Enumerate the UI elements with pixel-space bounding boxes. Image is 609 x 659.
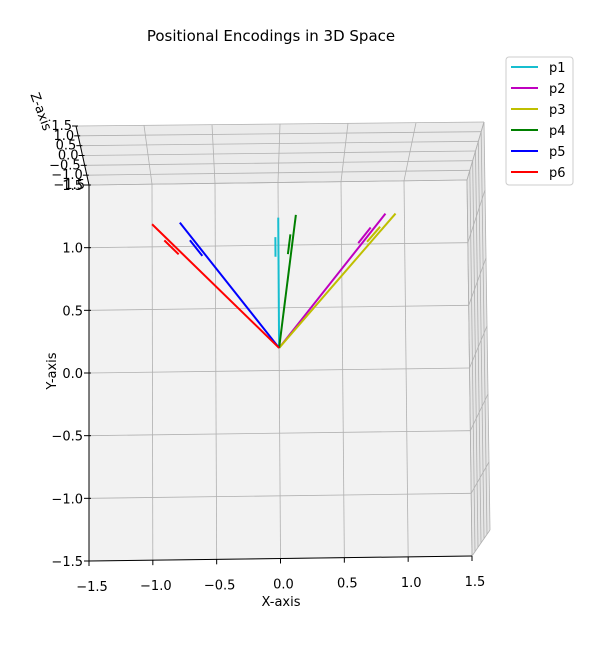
grid-line-z [82, 150, 476, 156]
legend-entry: p1 [511, 61, 566, 76]
x-axis-label: X-axis [262, 595, 301, 610]
y-tick-label: 1.5 [62, 179, 83, 194]
y-tick-label: 1.0 [62, 242, 83, 257]
y-axis-label: Y-axis [45, 352, 60, 390]
series-vector-p5 [179, 222, 280, 349]
legend-entry: p5 [511, 145, 566, 160]
grid-line-z [75, 121, 485, 127]
legend-label: p4 [549, 124, 566, 139]
series-vector-p2 [278, 213, 387, 349]
series-group [151, 212, 397, 349]
x-tick-label: −1.0 [140, 579, 172, 594]
z-tick-label: −1.5 [53, 178, 85, 193]
grid-line-z-right [480, 131, 488, 535]
legend-entry: p2 [511, 82, 566, 97]
y-tick-label: −1.5 [51, 555, 83, 570]
arrowhead [357, 226, 372, 244]
y-tick-label: −1.0 [51, 492, 83, 507]
vector-line [278, 212, 397, 349]
x-tick-label: 1.5 [465, 575, 486, 590]
z-axis-label: Z-axis [26, 91, 54, 133]
series-vector-p3 [278, 212, 397, 349]
grid-line-z-right [472, 160, 479, 548]
legend: p1 p2 p3 p4 p5 p6 [505, 56, 574, 186]
y-tick-label: 0.0 [62, 367, 83, 382]
grid-line-z [78, 131, 482, 137]
vector-line [278, 213, 387, 349]
arrowhead [366, 226, 381, 243]
arrowhead [163, 239, 180, 256]
z-tick-label: 1.5 [51, 119, 72, 134]
legend-label: p3 [549, 103, 566, 118]
chart-title: Positional Encodings in 3D Space [147, 27, 395, 45]
series-vector-p4 [278, 214, 297, 349]
legend-entry: p4 [511, 124, 566, 139]
grid-line-z [80, 140, 479, 147]
grid-line-y [88, 367, 470, 374]
grid-line-y [88, 492, 472, 499]
grid-line-z-right [466, 179, 473, 557]
series-vector-p1 [274, 217, 281, 348]
arrowhead [286, 234, 292, 255]
grid-line-z-right [469, 170, 476, 552]
grid-line-y [88, 430, 471, 437]
z-tick-label: 1.0 [53, 129, 74, 144]
x-tick-label: 1.0 [401, 576, 422, 591]
vector-line [179, 222, 280, 349]
z-tick-label: −0.5 [49, 158, 81, 173]
tick-labels: −1.5 −1.0 −0.5 0.0 0.5 1.0 1.5−1.5−1.0−0.50.00… [49, 119, 485, 595]
y-tick-label: −0.5 [51, 430, 83, 445]
legend-label: p5 [549, 145, 566, 160]
vector-line [151, 223, 280, 349]
vector-line [278, 214, 297, 349]
z-tick-label: 0.0 [58, 149, 79, 164]
legend-entry: p6 [511, 166, 566, 181]
z-tick-label: 0.5 [56, 139, 77, 154]
legend-entry: p3 [511, 103, 566, 118]
series-vector-p6 [151, 223, 280, 349]
arrowhead [189, 239, 204, 257]
axis-lines [72, 125, 473, 566]
y-tick-label: 0.5 [62, 304, 83, 319]
z-tick-label: −1.0 [51, 168, 83, 183]
legend-label: p2 [549, 82, 566, 97]
legend-label: p6 [549, 166, 566, 181]
grid-line-z-right [475, 150, 482, 544]
x-tick-label: −1.5 [76, 580, 108, 595]
x-tick-label: 0.5 [337, 577, 358, 592]
x-tick-label: 0.0 [273, 578, 294, 593]
grid-line-z-right [483, 121, 491, 531]
grid-line-z [84, 160, 473, 166]
grid-line-z [88, 179, 468, 186]
legend-label: p1 [549, 61, 566, 76]
grid-line-z-right [477, 141, 485, 539]
vector-line [277, 217, 281, 348]
grid-line-z [86, 169, 470, 176]
x-tick-label: −0.5 [204, 578, 236, 593]
